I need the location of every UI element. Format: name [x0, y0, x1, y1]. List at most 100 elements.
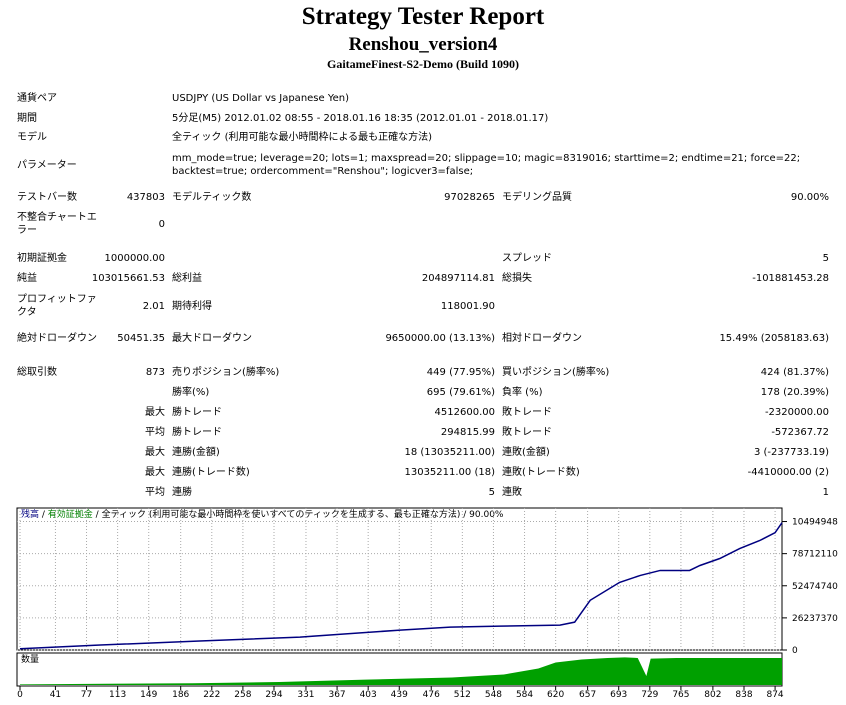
x-tick-label: 41	[50, 690, 61, 700]
cell-label: 連勝(トレード数)	[172, 466, 250, 478]
cell-value: 204897114.81	[421, 272, 495, 284]
cell-value: -572367.72	[771, 426, 829, 438]
cell-label: 連敗(トレード数)	[502, 466, 580, 478]
cell-label: 連敗	[502, 486, 522, 498]
plot-frame	[16, 507, 783, 651]
separator: /	[93, 510, 102, 520]
cell-value: -2320000.00	[764, 406, 829, 418]
cell-value: 437803	[126, 191, 165, 203]
cell-value: 3 (-237733.19)	[753, 446, 829, 458]
cell-value: -101881453.28	[752, 272, 829, 284]
x-tick-label: 222	[203, 690, 220, 700]
x-tick-label: 149	[140, 690, 157, 700]
cell-value: 18 (13035211.00)	[404, 446, 495, 458]
cell-value: 最大	[145, 406, 165, 418]
cell-label: モデルティック数	[172, 191, 252, 203]
x-tick-label: 693	[610, 690, 627, 700]
cell-value: 0	[158, 218, 165, 230]
cell-label: 総利益	[172, 272, 202, 284]
cell-value: 平均	[145, 426, 165, 438]
cell-value: USDJPY (US Dollar vs Japanese Yen)	[172, 92, 350, 104]
cell-value: 2.01	[142, 300, 165, 312]
legend: 残高 / 有効証拠金 / 全ティック (利用可能な最小時間枠を使いすべてのティッ…	[21, 508, 504, 520]
x-tick-label: 874	[766, 690, 783, 700]
balance-line	[19, 522, 783, 650]
y-tick-label: 10494948	[792, 518, 838, 528]
cell-label: 期間	[17, 112, 37, 124]
separator: /	[460, 510, 469, 520]
y-tick-label: 0	[792, 646, 798, 656]
cell-label: モデリング品質	[502, 191, 572, 203]
cell-label: テストバー数	[17, 191, 77, 203]
legend-equity: 有効証拠金	[48, 508, 93, 520]
x-tick-label: 838	[735, 690, 752, 700]
cell-label: 売りポジション(勝率%)	[172, 366, 280, 378]
cell-value: 1	[822, 486, 829, 498]
cell-label: 総取引数	[17, 366, 57, 378]
x-tick-label: 0	[17, 690, 23, 700]
x-tick-label: 620	[547, 690, 564, 700]
cell-value: 294815.99	[440, 426, 495, 438]
volume-area	[20, 657, 782, 685]
cell-value: 15.49% (2058183.63)	[719, 332, 829, 344]
x-tick-label: 584	[516, 690, 533, 700]
cell-label: 期待利得	[172, 300, 212, 312]
cell-label: 勝トレード	[172, 406, 222, 418]
cell-value: 9650000.00 (13.13%)	[385, 332, 495, 344]
cell-label: 連勝(金額)	[172, 446, 220, 458]
cell-label: 勝率(%)	[172, 386, 210, 398]
y-tick-label: 52474740	[792, 582, 838, 592]
cell-value: 5分足(M5) 2012.01.02 08:55 - 2018.01.16 18…	[172, 112, 549, 124]
cell-value: 97028265	[444, 191, 495, 203]
report-server: GaitameFinest-S2-Demo (Build 1090)	[327, 57, 519, 71]
x-tick-label: 476	[423, 690, 440, 700]
cell-label: プロフィットファクタ	[17, 294, 97, 318]
cell-value: -4410000.00 (2)	[747, 466, 829, 478]
cell-value: 4512600.00	[434, 406, 495, 418]
cell-value: 424 (81.37%)	[760, 366, 829, 378]
cell-label: 勝トレード	[172, 426, 222, 438]
y-tick-label: 26237370	[792, 614, 838, 624]
cell-value: 最大	[145, 466, 165, 478]
cell-label: 敗トレード	[502, 426, 552, 438]
cell-value: 最大	[145, 446, 165, 458]
cell-label: 連勝	[172, 486, 192, 498]
x-tick-label: 294	[265, 690, 282, 700]
x-tick-label: 186	[172, 690, 189, 700]
x-tick-label: 439	[391, 690, 408, 700]
cell-label: 買いポジション(勝率%)	[502, 366, 610, 378]
report-subtitle: Renshou_version4	[348, 34, 498, 55]
cell-value: mm_mode=true; leverage=20; lots=1; maxsp…	[172, 153, 801, 177]
cell-value: 1000000.00	[104, 252, 165, 264]
cell-label: パラメーター	[17, 159, 77, 171]
cell-value: 5	[822, 252, 829, 264]
x-tick-label: 367	[328, 690, 345, 700]
cell-label: 初期証拠金	[17, 252, 67, 264]
x-tick-label: 331	[297, 690, 314, 700]
cell-label: モデル	[17, 131, 47, 143]
cell-label: 総損失	[502, 272, 532, 284]
x-tick-label: 729	[641, 690, 658, 700]
x-tick-label: 548	[485, 690, 502, 700]
cell-label: スプレッド	[502, 252, 552, 264]
cell-value: 50451.35	[117, 332, 165, 344]
legend-balance: 残高	[21, 508, 39, 520]
cell-value: 90.00%	[790, 191, 829, 203]
cell-value: 103015661.53	[91, 272, 165, 284]
cell-value: 5	[488, 486, 495, 498]
cell-value: 全ティック (利用可能な最小時間枠による最も正確な方法)	[172, 131, 433, 143]
x-tick-label: 403	[360, 690, 377, 700]
x-tick-label: 657	[579, 690, 596, 700]
cell-label: 敗トレード	[502, 406, 552, 418]
cell-value: 平均	[145, 486, 165, 498]
x-tick-label: 258	[234, 690, 251, 700]
cell-value: 178 (20.39%)	[760, 386, 829, 398]
cell-label: 通貨ペア	[17, 92, 57, 104]
cell-value: 118001.90	[440, 300, 495, 312]
cell-label: 負率 (%)	[502, 386, 543, 398]
cell-label: 純益	[17, 272, 37, 284]
cell-value: 449 (77.95%)	[426, 366, 495, 378]
x-tick-label: 802	[704, 690, 721, 700]
cell-label: 絶対ドローダウン	[17, 332, 97, 344]
